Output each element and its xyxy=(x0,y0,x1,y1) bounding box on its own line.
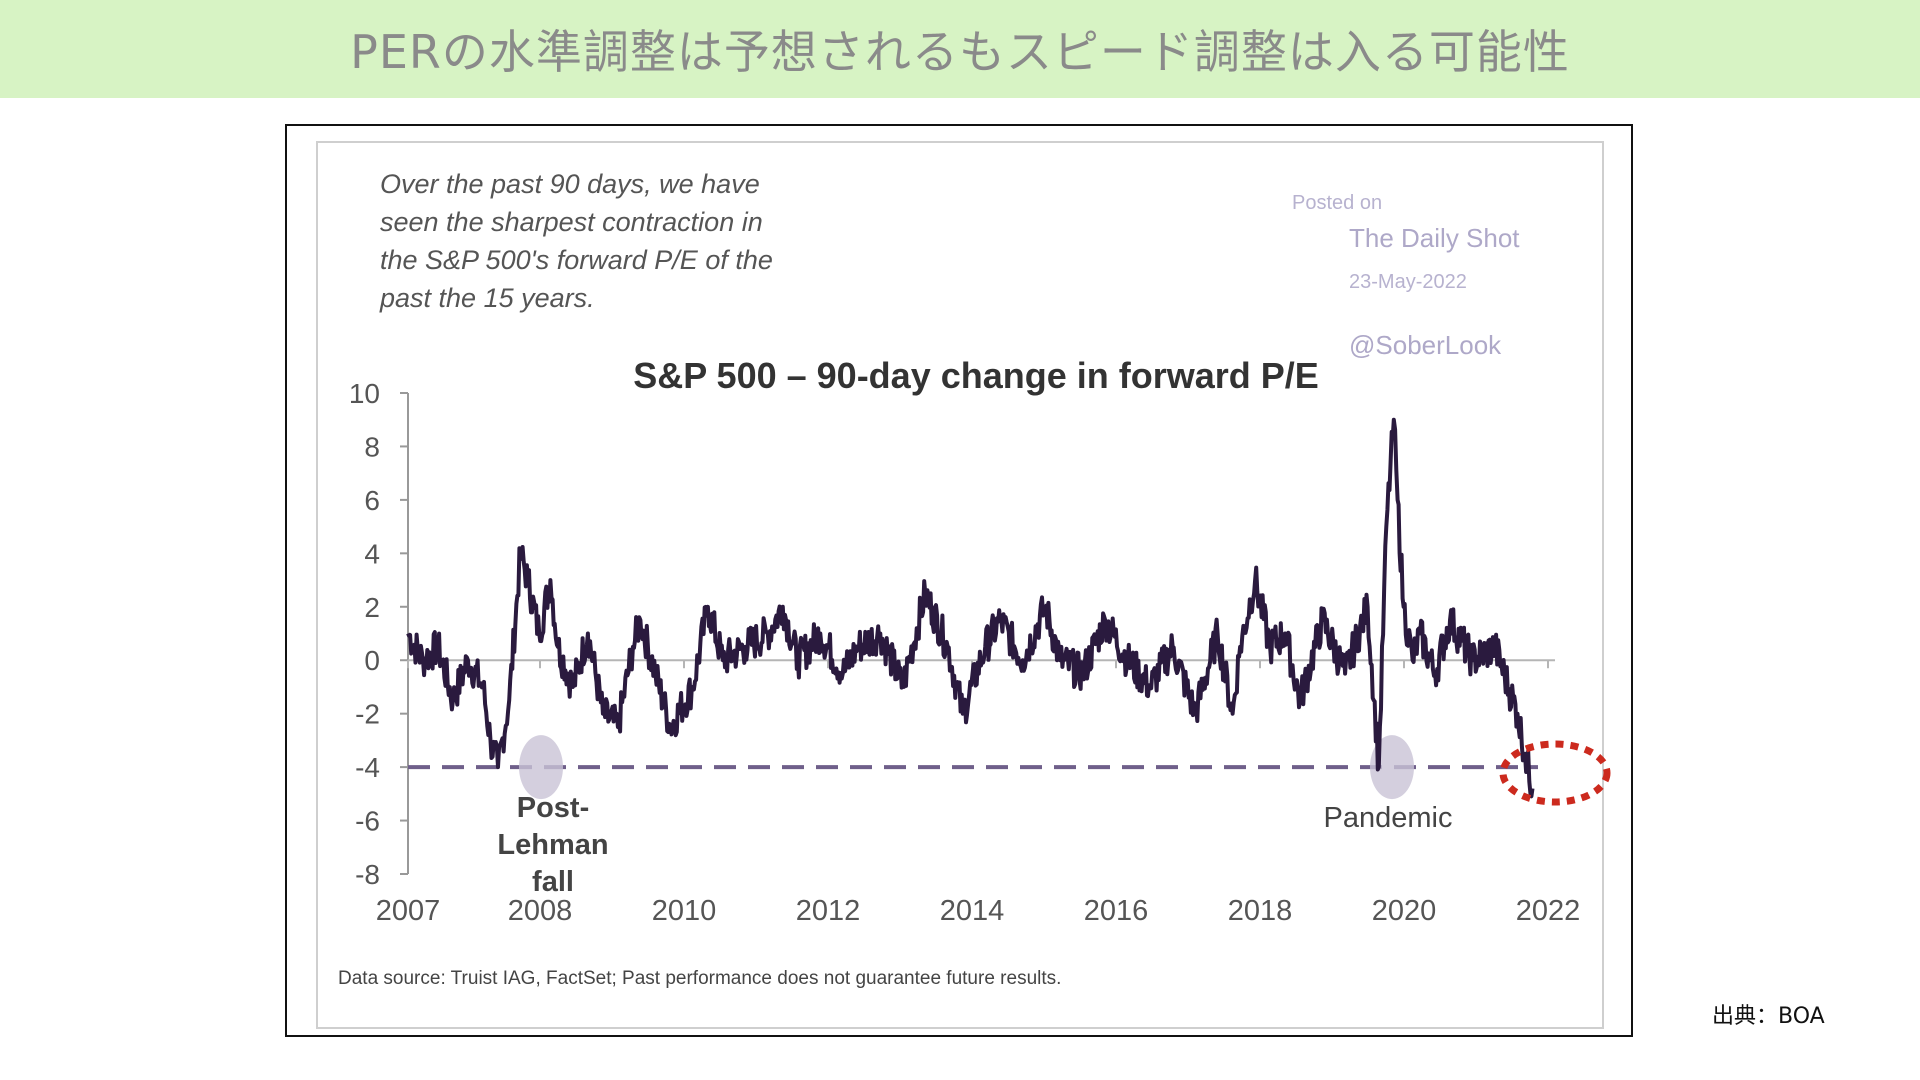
y-tick-label: 4 xyxy=(364,538,380,569)
x-tick-label: 2018 xyxy=(1228,895,1293,927)
x-tick-label: 2016 xyxy=(1084,895,1149,927)
highlight-group xyxy=(1499,740,1611,806)
y-tick-label: -6 xyxy=(355,806,380,837)
annotation-label: fall xyxy=(532,866,574,898)
y-tick-label: -8 xyxy=(355,859,380,890)
highlight-circle xyxy=(1499,740,1611,806)
watermark: Posted on The Daily Shot 23-May-2022 @Sober… xyxy=(1292,192,1520,360)
y-tick-label: 2 xyxy=(364,592,380,623)
annotation-label: Lehman xyxy=(497,829,608,861)
series-line xyxy=(406,417,1535,799)
chart-frame xyxy=(285,124,1633,1037)
x-tick-label: 2014 xyxy=(940,895,1005,927)
watermark-posted-on: Posted on xyxy=(1292,192,1382,214)
series-group xyxy=(406,417,1535,799)
chart-note: Over the past 90 days, we have seen the s… xyxy=(379,169,773,313)
x-tick-label: 2007 xyxy=(376,895,441,927)
chart-title: S&P 500 – 90-day change in forward P/E xyxy=(633,355,1319,396)
y-tick-label: -4 xyxy=(355,752,380,783)
annotation-ellipse xyxy=(519,735,563,800)
watermark-date: 23-May-2022 xyxy=(1349,271,1467,293)
note-line: Over the past 90 days, we have xyxy=(380,169,760,199)
annotation-label: Pandemic xyxy=(1324,802,1453,834)
annotation-label: Post- xyxy=(517,792,590,824)
source-label: 出典：BOA xyxy=(1712,1004,1825,1029)
y-tick-label: 10 xyxy=(349,378,380,409)
title-banner xyxy=(0,0,1920,98)
note-line: seen the sharpest contraction in xyxy=(380,207,763,237)
x-tick-label: 2010 xyxy=(652,895,717,927)
chart-panel xyxy=(316,141,1604,1029)
note-line: past the 15 years. xyxy=(379,283,595,313)
x-tick-label: 2020 xyxy=(1372,895,1437,927)
y-tick-label: 8 xyxy=(364,431,380,462)
note-line: the S&P 500's forward P/E of the xyxy=(380,245,773,275)
watermark-site: The Daily Shot xyxy=(1349,223,1520,253)
slide-title: PERの水準調整は予想されるもスピード調整は入る可能性 xyxy=(350,25,1570,79)
y-tick-label: -2 xyxy=(355,699,380,730)
chart-footnote: Data source: Truist IAG, FactSet; Past p… xyxy=(338,968,1061,989)
x-tick-label: 2012 xyxy=(796,895,861,927)
y-tick-label: 6 xyxy=(364,485,380,516)
x-tick-label: 2008 xyxy=(508,895,573,927)
watermark-handle: @SoberLook xyxy=(1349,330,1502,360)
annotation-labels: Post- Lehman fall Pandemic xyxy=(497,792,1452,898)
x-tick-label: 2022 xyxy=(1516,895,1581,927)
chart-axes: 10 8 6 4 2 0 -2 -4 -6 -8 2007 2008 2010 2012 2014 2016 2… xyxy=(349,378,1580,927)
y-tick-label: 0 xyxy=(364,645,380,676)
